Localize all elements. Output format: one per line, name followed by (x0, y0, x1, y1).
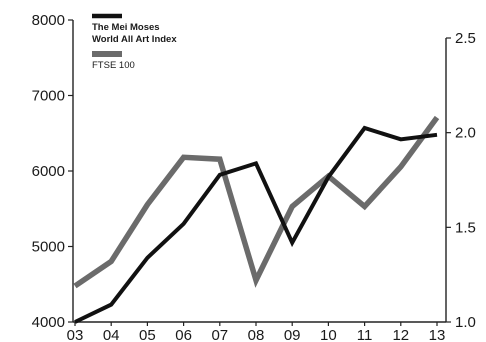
x-tick-label: 12 (392, 327, 409, 342)
right-tick-label: 2.0 (455, 125, 476, 142)
mei-moses-series-line (74, 125, 438, 324)
x-tick-label: 10 (320, 327, 337, 342)
mei-moses-legend-label: The Mei Moses (92, 22, 160, 33)
x-tick-label: 11 (357, 327, 373, 342)
left-tick-label: 4000 (32, 314, 65, 331)
series-layer (73, 115, 440, 324)
right-tick-label: 2.5 (455, 30, 476, 47)
x-axis-ticks: 03 04 05 06 07 08 09 10 11 12 13 (67, 322, 446, 342)
x-tick-label: 07 (211, 327, 228, 342)
left-tick-label: 7000 (32, 88, 65, 105)
left-tick-label: 8000 (32, 12, 65, 29)
left-tick-label: 5000 (32, 239, 65, 256)
ftse-series-line (73, 115, 440, 289)
x-tick-label: 04 (103, 327, 120, 342)
right-tick-label: 1.5 (455, 219, 476, 236)
left-axis-ticks: 4000 5000 6000 7000 8000 (32, 12, 73, 331)
left-tick-label: 6000 (32, 163, 65, 180)
x-tick-label: 08 (248, 327, 265, 342)
x-tick-label: 06 (175, 327, 192, 342)
x-tick-label: 09 (284, 327, 301, 342)
x-tick-label: 03 (67, 327, 84, 342)
mei-moses-legend-label: World All Art Index (92, 34, 177, 45)
x-tick-label: 05 (139, 327, 156, 342)
ftse-legend-label: FTSE 100 (92, 60, 135, 71)
right-axis-ticks: 1.0 1.5 2.0 2.5 (446, 30, 476, 331)
x-tick-label: 13 (429, 327, 446, 342)
right-tick-label: 1.0 (455, 314, 476, 331)
